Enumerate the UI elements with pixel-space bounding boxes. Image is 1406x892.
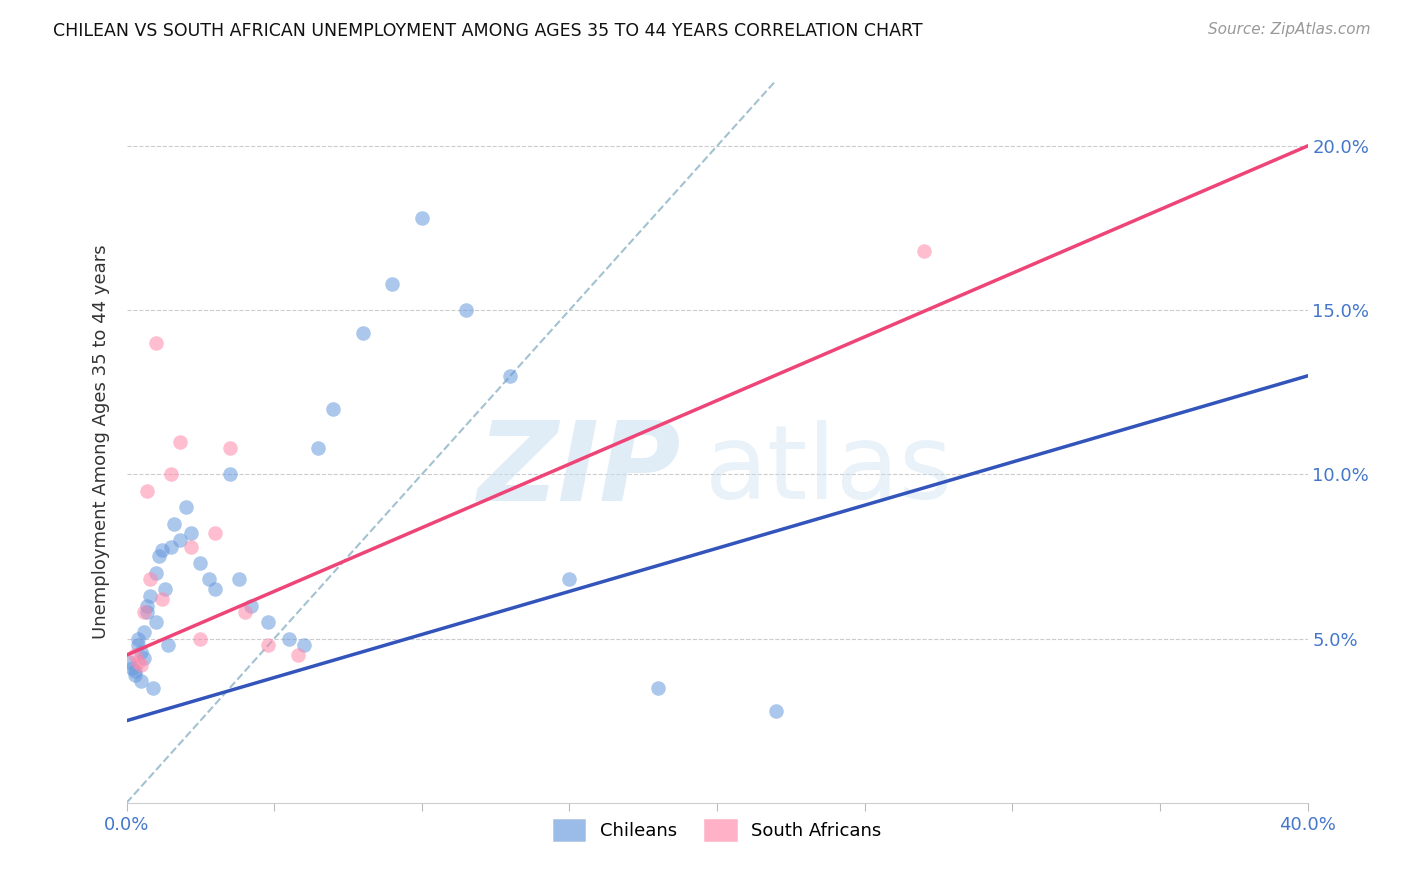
- Point: [558, 573, 581, 587]
- Point: [124, 665, 146, 679]
- Legend: Chileans, South Africans: Chileans, South Africans: [546, 812, 889, 848]
- Point: [136, 605, 159, 619]
- Point: [118, 655, 141, 669]
- Point: [139, 589, 162, 603]
- Point: [381, 277, 404, 291]
- Point: [127, 638, 149, 652]
- Point: [174, 500, 197, 515]
- Point: [257, 615, 280, 630]
- Point: [163, 516, 186, 531]
- Point: [287, 648, 309, 662]
- Point: [160, 540, 183, 554]
- Point: [139, 573, 162, 587]
- Point: [228, 573, 250, 587]
- Point: [156, 638, 179, 652]
- Point: [912, 244, 935, 258]
- Point: [188, 632, 212, 646]
- Point: [127, 632, 149, 646]
- Point: [188, 556, 212, 570]
- Point: [308, 441, 330, 455]
- Point: [136, 599, 159, 613]
- Point: [647, 681, 669, 695]
- Point: [456, 303, 478, 318]
- Text: Source: ZipAtlas.com: Source: ZipAtlas.com: [1208, 22, 1371, 37]
- Point: [127, 655, 149, 669]
- Point: [129, 645, 153, 659]
- Point: [145, 566, 167, 580]
- Point: [134, 651, 156, 665]
- Point: [134, 605, 156, 619]
- Point: [129, 674, 153, 689]
- Text: atlas: atlas: [706, 420, 953, 521]
- Point: [121, 661, 143, 675]
- Point: [219, 441, 242, 455]
- Point: [142, 681, 165, 695]
- Point: [499, 368, 522, 383]
- Point: [352, 326, 374, 340]
- Point: [136, 483, 159, 498]
- Point: [150, 542, 173, 557]
- Text: ZIP: ZIP: [478, 417, 682, 524]
- Point: [134, 625, 156, 640]
- Y-axis label: Unemployment Among Ages 35 to 44 years: Unemployment Among Ages 35 to 44 years: [91, 244, 110, 639]
- Point: [145, 336, 167, 351]
- Point: [169, 533, 191, 547]
- Point: [160, 467, 183, 482]
- Point: [180, 540, 202, 554]
- Point: [148, 549, 170, 564]
- Point: [124, 648, 146, 662]
- Point: [278, 632, 301, 646]
- Point: [765, 704, 787, 718]
- Point: [145, 615, 167, 630]
- Point: [124, 667, 146, 681]
- Point: [322, 401, 344, 416]
- Point: [411, 211, 433, 226]
- Point: [198, 573, 221, 587]
- Point: [292, 638, 315, 652]
- Point: [180, 526, 202, 541]
- Point: [150, 592, 173, 607]
- Point: [233, 605, 256, 619]
- Text: CHILEAN VS SOUTH AFRICAN UNEMPLOYMENT AMONG AGES 35 TO 44 YEARS CORRELATION CHAR: CHILEAN VS SOUTH AFRICAN UNEMPLOYMENT AM…: [53, 22, 924, 40]
- Point: [169, 434, 191, 449]
- Point: [204, 526, 226, 541]
- Point: [257, 638, 280, 652]
- Point: [219, 467, 242, 482]
- Point: [239, 599, 262, 613]
- Point: [129, 657, 153, 672]
- Point: [153, 582, 176, 597]
- Point: [204, 582, 226, 597]
